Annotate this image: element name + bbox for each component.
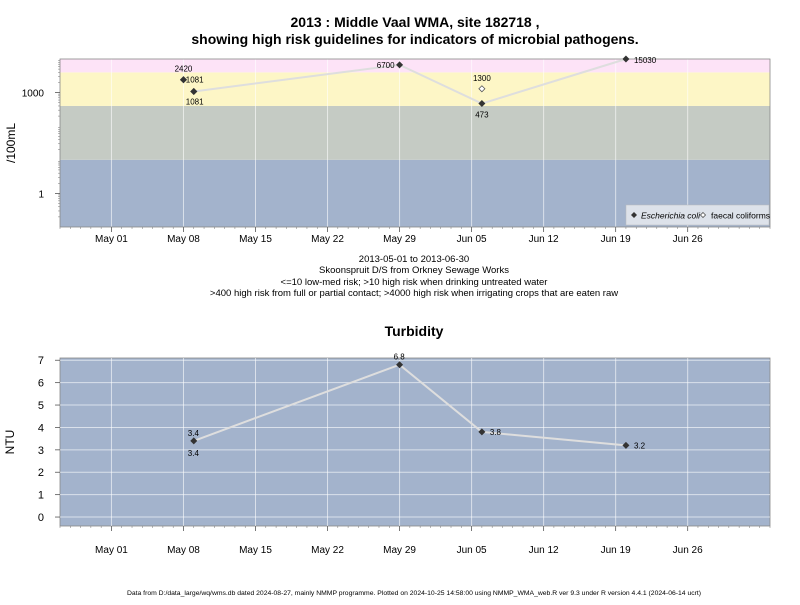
- microbial-plot-border: [59, 58, 771, 228]
- data-label: 6700: [377, 61, 395, 70]
- x-tick-label: Jun 26: [673, 545, 703, 556]
- x-tick-label: May 01: [95, 545, 128, 556]
- ecoli-series-line: [193, 58, 627, 105]
- x-tick-label: May 29: [383, 234, 416, 245]
- turbidity-x-axis: May 01 May 08 May 15 May 22 May 29 Jun 05 Jun …: [59, 526, 771, 556]
- turbidity-gridlines: [60, 358, 770, 526]
- faecal-legend-label: faecal coliforms: [711, 211, 770, 221]
- turbidity-points: [190, 361, 630, 449]
- data-label: 3.4: [188, 429, 200, 438]
- risk-band-2: [60, 72, 770, 106]
- y-tick-label: 5: [38, 400, 44, 412]
- microbial-y-axis: 1 1000: [22, 60, 60, 218]
- data-label: 3.8: [490, 428, 502, 437]
- data-label: 473: [475, 111, 489, 120]
- risk-band-1: [60, 105, 770, 160]
- ecoli-point: [396, 61, 404, 69]
- x-tick-label: Jun 12: [529, 234, 559, 245]
- turbidity-point: [478, 428, 486, 436]
- turbidity-series-line: [193, 363, 627, 447]
- microbial-legend: Escherichia coli faecal coliforms: [625, 204, 770, 226]
- turbidity-point: [396, 361, 404, 369]
- microbial-gridlines: [110, 59, 689, 227]
- ecoli-point: [622, 55, 630, 63]
- faecal-coliforms-point: [478, 85, 486, 93]
- y-tick-label: 1000: [22, 89, 45, 100]
- x-tick-label: May 22: [311, 234, 344, 245]
- turbidity-point: [622, 441, 630, 449]
- x-tick-label: Jun 19: [601, 234, 631, 245]
- legend-box: [625, 204, 770, 226]
- y-tick-label: 3: [38, 445, 44, 457]
- footer-note: Data from D:/data_large/wq/wms.db dated …: [127, 590, 701, 597]
- ecoli-point: [478, 100, 486, 108]
- y-tick-label: 4: [38, 422, 44, 434]
- caption-risk-note-1: <=10 low-med risk; >10 high risk when dr…: [281, 277, 548, 288]
- x-tick-label: May 22: [311, 545, 344, 556]
- data-label: 1081: [186, 75, 204, 84]
- ecoli-point: [190, 87, 198, 95]
- microbial-x-axis: May 01 May 08 May 15 May 22 May 29 Jun 05 Jun …: [59, 227, 771, 245]
- turbidity-plot-background: [59, 357, 771, 527]
- x-tick-label: May 08: [167, 545, 200, 556]
- chart-title-line-2: showing high risk guidelines for indicat…: [191, 31, 638, 47]
- turbidity-y-axis-label: NTU: [3, 430, 17, 455]
- ecoli-legend-marker: [631, 212, 637, 218]
- x-tick-label: May 01: [95, 234, 128, 245]
- caption-site-name: Skoonspruit D/S from Orkney Sewage Works: [319, 265, 509, 276]
- microbial-points: [179, 55, 630, 108]
- faecal-coliforms-point-fill: [179, 76, 187, 84]
- microbial-series-line: [193, 58, 627, 105]
- turbidity-data-labels: 3.4 3.4 6.8 3.8 3.2: [188, 353, 646, 458]
- x-tick-label: May 29: [383, 545, 416, 556]
- data-label: 1081: [186, 97, 204, 106]
- y-tick-label: 1: [38, 189, 44, 200]
- microbial-y-axis-label: /100mL: [4, 123, 18, 163]
- caption-date-range: 2013-05-01 to 2013-06-30: [359, 254, 469, 265]
- x-tick-label: May 15: [239, 234, 272, 245]
- x-tick-label: Jun 12: [529, 545, 559, 556]
- data-label: 3.4: [188, 449, 200, 458]
- caption-risk-note-2: >400 high risk from full or partial cont…: [210, 288, 618, 299]
- x-tick-label: Jun 26: [673, 234, 703, 245]
- risk-bands: [60, 59, 770, 227]
- x-tick-label: May 15: [239, 545, 272, 556]
- risk-band-3: [60, 59, 770, 73]
- turbidity-y-axis: 0 1 2 3 4 5 6 7: [38, 355, 60, 524]
- y-tick-label: 7: [38, 355, 44, 367]
- y-tick-label: 2: [38, 467, 44, 479]
- data-label: 1300: [473, 74, 491, 83]
- data-label: 2420: [175, 65, 193, 74]
- x-tick-label: May 08: [167, 234, 200, 245]
- turbidity-series-line: [193, 363, 627, 447]
- ecoli-legend-label: Escherichia coli: [641, 211, 701, 221]
- x-tick-label: Jun 05: [457, 234, 487, 245]
- data-label: 6.8: [394, 353, 406, 362]
- x-tick-label: Jun 05: [457, 545, 487, 556]
- y-tick-label: 0: [38, 512, 44, 524]
- x-tick-label: Jun 19: [601, 545, 631, 556]
- faecal-legend-marker: [699, 211, 707, 219]
- chart-title-line-1: 2013 : Middle Vaal WMA, site 182718 ,: [291, 14, 540, 30]
- turbidity-title: Turbidity: [385, 323, 444, 339]
- data-label: 3.2: [634, 441, 646, 450]
- data-label: 15030: [634, 56, 657, 65]
- y-tick-label: 6: [38, 378, 44, 390]
- y-tick-label: 1: [38, 490, 44, 502]
- turbidity-point: [190, 437, 198, 445]
